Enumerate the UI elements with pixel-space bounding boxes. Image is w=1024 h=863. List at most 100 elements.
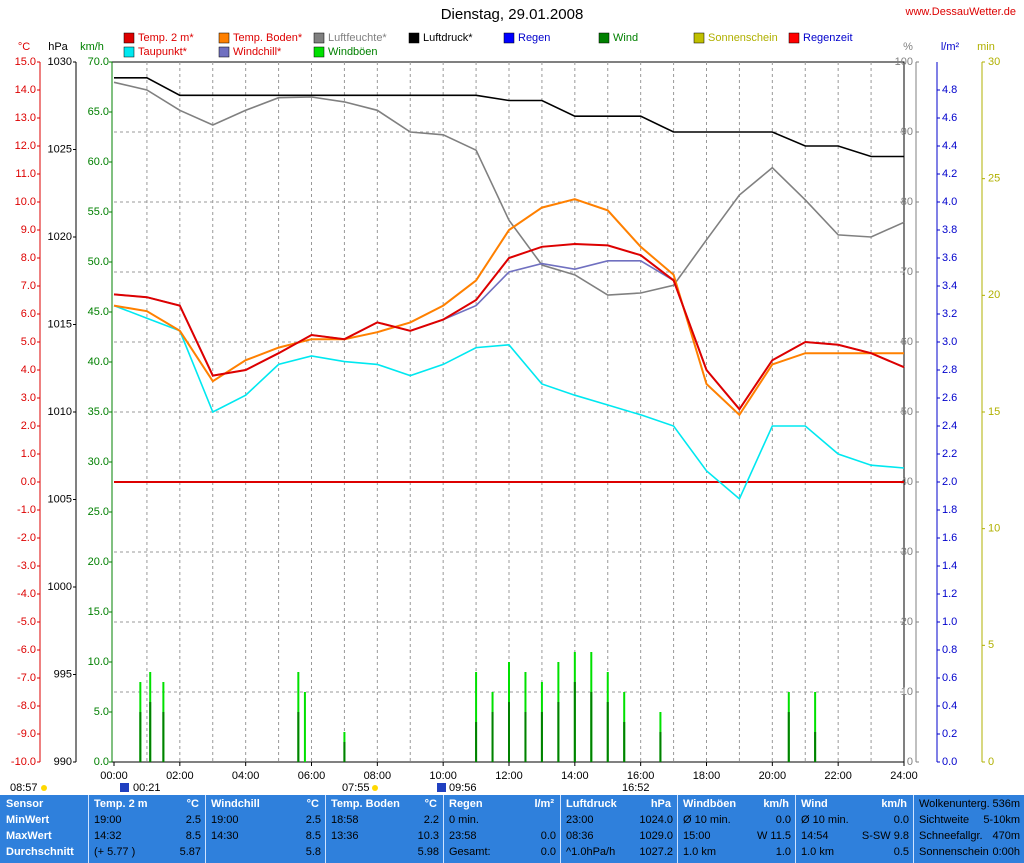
y-tick-label: 1005 xyxy=(48,493,72,505)
x-tick-label: 12:00 xyxy=(495,770,523,782)
cell-right: 5-10km xyxy=(983,814,1020,826)
time-annotation: 00:21 xyxy=(133,782,161,794)
y-tick-label: 0.8 xyxy=(942,644,957,656)
y-tick-label: 990 xyxy=(54,756,72,768)
cell-right: 0.0 xyxy=(775,814,791,826)
time-annotation: 07:55 xyxy=(342,782,370,794)
y-tick-label: 4.8 xyxy=(942,84,957,96)
y-tick-label: 5.0 xyxy=(94,706,109,718)
y-tick-label: 60 xyxy=(901,336,913,348)
y-tick-label: 0.2 xyxy=(942,728,957,740)
y-tick-label: 0.0 xyxy=(942,756,957,768)
cell-left: 08:36 xyxy=(566,830,594,842)
y-tick-label: 7.0 xyxy=(21,280,36,292)
wind-bar xyxy=(814,732,817,762)
cell-right: 0:00h xyxy=(992,846,1020,858)
y-tick-label: 1010 xyxy=(48,406,72,418)
y-tick-label: 5 xyxy=(988,639,994,651)
column-separator xyxy=(205,795,206,863)
x-tick-label: 02:00 xyxy=(166,770,194,782)
column-title: Sensor xyxy=(6,798,44,810)
y-tick-label: 2.6 xyxy=(942,392,957,404)
y-tick-label: 1.2 xyxy=(942,588,957,600)
cell-right: 1027.2 xyxy=(639,846,673,858)
y-tick-label: 3.0 xyxy=(21,392,36,404)
wind-bar xyxy=(524,712,527,762)
y-tick-label: 90 xyxy=(901,126,913,138)
y-tick-label: -10.0 xyxy=(11,756,36,768)
y-tick-label: 1.8 xyxy=(942,504,957,516)
wind-bar xyxy=(475,722,478,762)
cell-left: 14:54 xyxy=(801,830,829,842)
cell-right: 2.2 xyxy=(423,814,439,826)
column-unit: km/h xyxy=(881,798,907,810)
wind-bar xyxy=(343,742,346,762)
cell-right: 0.0 xyxy=(540,846,556,858)
legend-label: Luftfeuchte* xyxy=(328,32,387,44)
y-tick-label: 1000 xyxy=(48,581,72,593)
x-tick-label: 06:00 xyxy=(298,770,326,782)
column-separator xyxy=(913,795,914,863)
y-tick-label: 1.0 xyxy=(942,616,957,628)
legend-swatch xyxy=(123,32,135,44)
y-tick-label: 11.0 xyxy=(15,168,36,180)
y-tick-label: 13.0 xyxy=(15,112,36,124)
y-tick-label: 2.4 xyxy=(942,420,957,432)
moon-icon xyxy=(120,783,129,792)
y-tick-label: -4.0 xyxy=(17,588,36,600)
column-unit: °C xyxy=(186,798,199,810)
x-tick-label: 08:00 xyxy=(364,770,392,782)
legend-label: Windböen xyxy=(328,46,378,58)
cell-right: 2.5 xyxy=(185,814,201,826)
y-tick-label: 6.0 xyxy=(21,308,36,320)
legend-label: Sonnenschein xyxy=(708,32,778,44)
y-tick-label: 1030 xyxy=(48,56,72,68)
cell-right: 0.0 xyxy=(893,814,909,826)
legend-swatch xyxy=(408,32,420,44)
wind-bar xyxy=(557,702,560,762)
legend-swatch xyxy=(313,46,325,58)
cell-left: Sichtweite xyxy=(919,814,970,826)
x-tick-label: 22:00 xyxy=(824,770,852,782)
column-title: Temp. 2 m xyxy=(94,798,148,810)
x-tick-label: 14:00 xyxy=(561,770,589,782)
legend-swatch xyxy=(313,32,325,44)
y-tick-label: 100 xyxy=(895,56,913,68)
y-tick-label: 15.0 xyxy=(88,606,109,618)
wind-bar xyxy=(540,712,543,762)
y-tick-label: 2.0 xyxy=(942,476,957,488)
moon-icon xyxy=(437,783,446,792)
column-unit: l/m² xyxy=(534,798,554,810)
y-tick-label: 3.4 xyxy=(942,280,957,292)
legend-label: Taupunkt* xyxy=(138,46,188,58)
wind-bar xyxy=(475,672,478,762)
y-tick-label: -3.0 xyxy=(17,560,36,572)
y-tick-label: 5.0 xyxy=(21,336,36,348)
y-tick-label: -8.0 xyxy=(17,700,36,712)
wind-bar xyxy=(573,682,576,762)
wind-bar xyxy=(162,712,165,762)
time-annotation: 09:56 xyxy=(449,782,477,794)
series-line xyxy=(114,77,904,158)
y-tick-label: 30 xyxy=(901,546,913,558)
wind-bar xyxy=(590,692,593,762)
column-separator xyxy=(443,795,444,863)
time-annotation: 08:57 xyxy=(10,782,38,794)
x-tick-label: 16:00 xyxy=(627,770,655,782)
wind-bar xyxy=(149,702,152,762)
y-tick-label: 80 xyxy=(901,196,913,208)
y-tick-label: 1015 xyxy=(48,318,72,330)
column-title: Windchill xyxy=(211,798,260,810)
cell-right: 5.98 xyxy=(417,846,439,858)
y-tick-label: 3.6 xyxy=(942,252,957,264)
y-tick-label: 40 xyxy=(901,476,913,488)
legend-swatch xyxy=(123,46,135,58)
y-tick-label: 0.0 xyxy=(21,476,36,488)
axis-label: min xyxy=(977,41,995,53)
y-tick-label: 60.0 xyxy=(88,156,109,168)
y-tick-label: 30 xyxy=(988,56,1000,68)
legend-swatch xyxy=(788,32,800,44)
y-tick-label: 1.0 xyxy=(21,448,36,460)
y-tick-label: 10 xyxy=(988,523,1000,535)
